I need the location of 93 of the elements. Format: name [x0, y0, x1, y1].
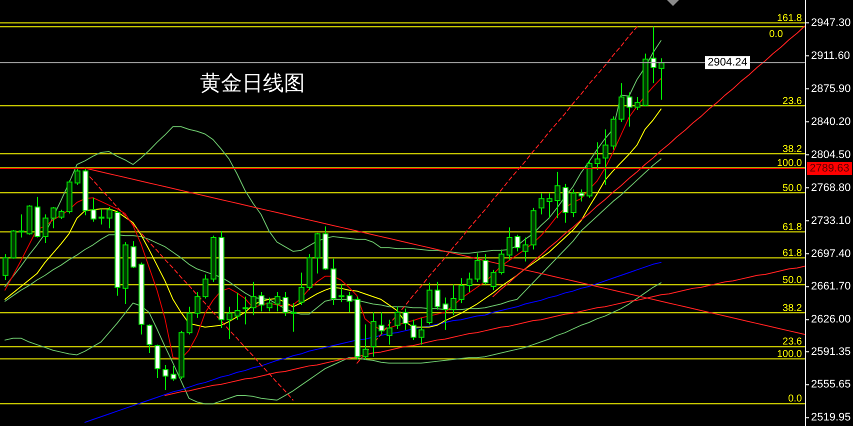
- candlestick: [490, 269, 496, 291]
- candlestick: [250, 281, 256, 316]
- candlestick: [634, 96, 640, 110]
- candlestick: [538, 192, 544, 215]
- candlestick: [298, 272, 304, 306]
- candlestick: [266, 297, 272, 312]
- candlestick: [170, 365, 176, 382]
- ref-line-label: 2904.24: [708, 56, 748, 69]
- y-tick-label: 2591.35: [811, 346, 851, 358]
- candlestick: [74, 168, 80, 186]
- y-tick-label: 2875.90: [811, 82, 851, 95]
- candlestick: [386, 319, 392, 346]
- annotation: 0.0: [788, 394, 802, 405]
- candlestick: [242, 296, 248, 325]
- candlestick: [546, 192, 552, 219]
- line-series: [84, 262, 662, 423]
- y-tick-label: 2555.65: [811, 378, 851, 391]
- annotation: 23.6: [782, 336, 802, 348]
- annotation: 38.2: [782, 144, 802, 155]
- candlestick: [434, 281, 440, 310]
- candlestick: [658, 58, 664, 100]
- candlestick: [482, 254, 488, 286]
- annotation: 23.6: [782, 96, 802, 107]
- candlestick: [522, 236, 528, 262]
- candlestick: [130, 240, 136, 268]
- candlestick: [106, 206, 112, 229]
- candlestick: [498, 249, 504, 275]
- y-tick-label: 2733.10: [811, 214, 851, 227]
- y-tick-label: 2947.30: [811, 16, 851, 29]
- candlestick: [514, 234, 520, 252]
- line-series: [4, 40, 662, 287]
- candlestick: [274, 292, 280, 312]
- candlestick: [506, 226, 512, 260]
- candlestick: [618, 82, 624, 122]
- y-tick-label: 2911.60: [811, 50, 850, 62]
- candlestick: [458, 278, 464, 304]
- line-series: [4, 158, 662, 315]
- annotation: 100.0: [776, 348, 802, 360]
- candlestick: [578, 188, 584, 202]
- y-tick-label: 2840.20: [811, 116, 851, 128]
- candlestick: [58, 209, 64, 220]
- candlestick: [410, 319, 416, 341]
- candlestick: [162, 364, 168, 390]
- candlestick: [362, 324, 368, 360]
- candlestick: [626, 92, 632, 128]
- annotation: 50.0: [782, 274, 802, 286]
- candlestick: [338, 284, 344, 303]
- candlestick: [290, 302, 296, 332]
- candlestick: [234, 292, 240, 320]
- candlestick: [282, 292, 288, 317]
- y-tick-label: 2768.80: [811, 182, 851, 194]
- candlestick: [90, 197, 96, 222]
- y-tick-label: 2697.40: [811, 248, 851, 260]
- candlestick: [474, 252, 480, 282]
- candlestick: [50, 206, 56, 229]
- candlestick: [42, 214, 48, 244]
- candlestick: [202, 274, 208, 299]
- annotation: 61.8: [782, 248, 802, 259]
- candlestick: [18, 214, 24, 238]
- candlestick: [402, 308, 408, 330]
- y-tick-label: 2519.95: [811, 412, 851, 424]
- candlestick: [346, 292, 352, 313]
- candlestick: [226, 306, 232, 340]
- candlestick: [594, 142, 600, 171]
- ref-line-label: 2789.63: [810, 162, 850, 175]
- candlestick: [154, 344, 160, 378]
- candlestick: [98, 208, 104, 226]
- y-tick-label: 2804.50: [811, 148, 851, 161]
- annotation: 61.8: [782, 222, 802, 233]
- annotation: 38.2: [782, 302, 802, 314]
- annotation: 161.8: [776, 12, 802, 24]
- candlestick: [194, 292, 200, 318]
- candlestick: [378, 312, 384, 336]
- annotation: 50.0: [782, 182, 802, 194]
- candlestick: [258, 292, 264, 312]
- candlestick: [466, 272, 472, 293]
- candlestick: [570, 188, 576, 218]
- candlestick: [418, 317, 424, 346]
- candlestick: [602, 128, 608, 186]
- candlestick: [442, 297, 448, 330]
- y-tick-label: 2626.00: [811, 314, 851, 326]
- candlestick: [146, 324, 152, 354]
- y-tick-label: 2661.70: [811, 280, 851, 293]
- candlestick: [186, 306, 192, 336]
- line-series: [4, 282, 662, 404]
- annotation: 100.0: [776, 158, 802, 169]
- candlestick: [450, 284, 456, 316]
- candlestick: [2, 254, 8, 280]
- candlestick: [554, 171, 560, 219]
- text: 黄金日线图: [200, 71, 305, 95]
- annotation: 0.0: [769, 28, 784, 40]
- candlestick: [394, 306, 400, 330]
- candlestick: [650, 26, 656, 84]
